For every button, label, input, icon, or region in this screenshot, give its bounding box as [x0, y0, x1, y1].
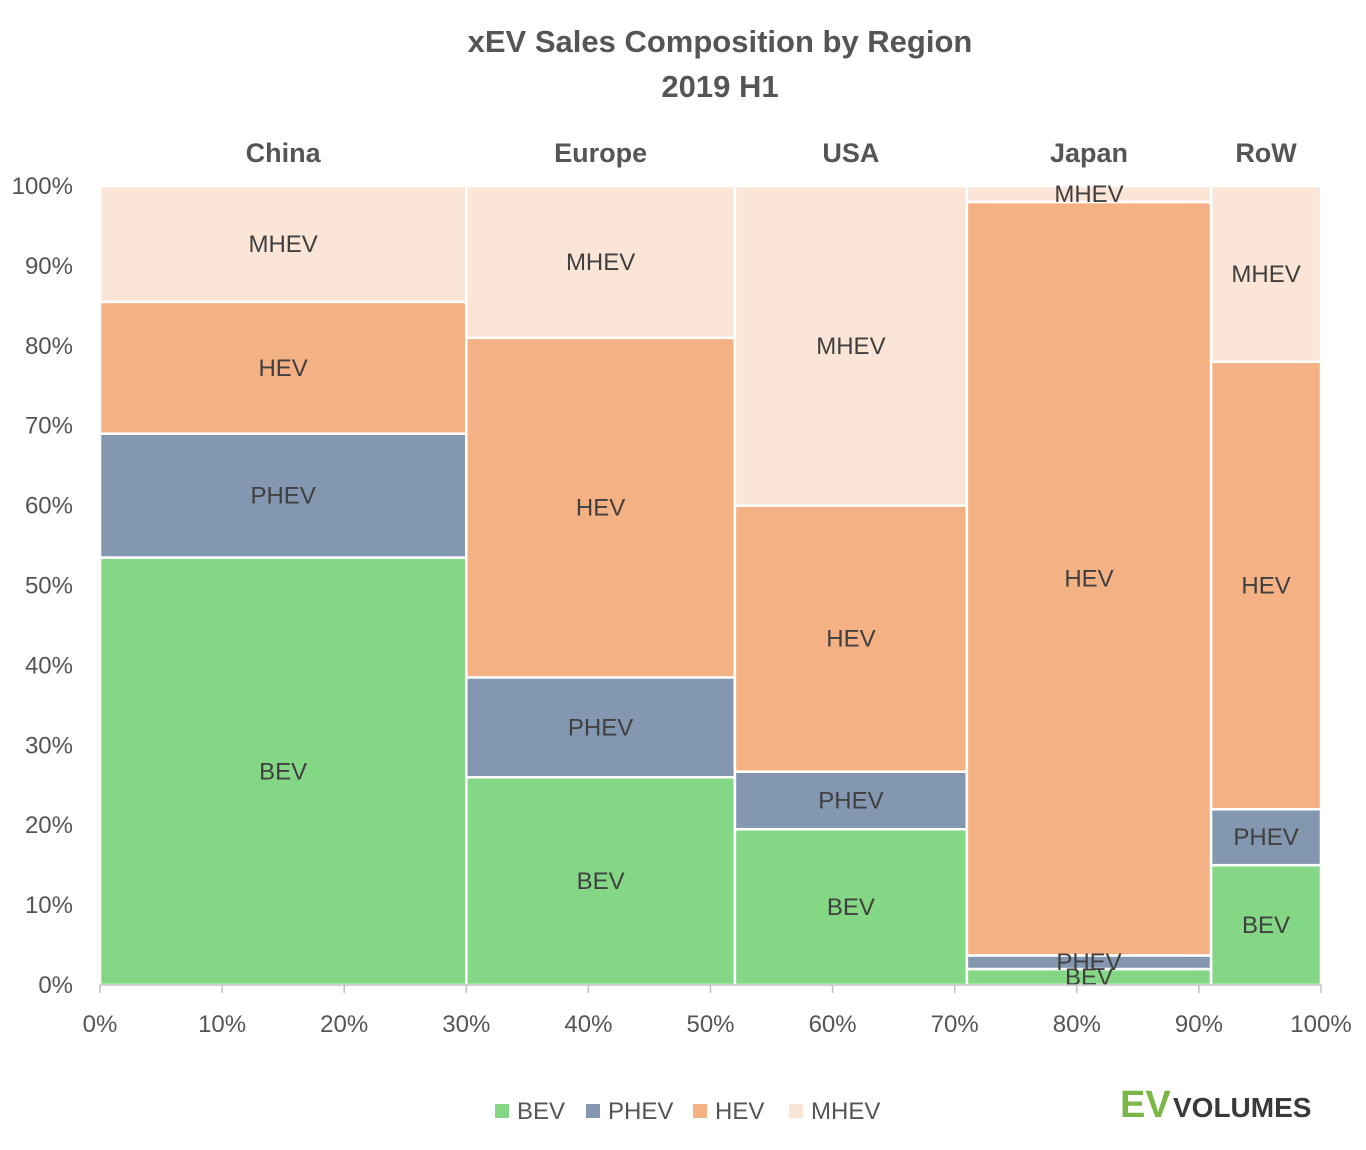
region-label-row: RoW	[1235, 138, 1297, 168]
segment-label-usa-mhev: MHEV	[816, 333, 885, 360]
region-label-europe: Europe	[554, 138, 647, 168]
x-tick-label: 30%	[442, 1011, 490, 1038]
segment-label-europe-mhev: MHEV	[566, 249, 635, 276]
x-tick-label: 50%	[686, 1011, 734, 1038]
region-column-europe: BEV PHEV HEV MHEV	[465, 184, 737, 987]
legend-item-mhev: MHEV	[789, 1098, 880, 1125]
x-tick-label: 40%	[564, 1011, 612, 1038]
y-tick-label: 50%	[25, 573, 73, 600]
segment-label-row-bev: BEV	[1242, 912, 1290, 939]
legend: BEV PHEV HEV MHEV	[495, 1098, 880, 1125]
legend-label-bev: BEV	[517, 1098, 565, 1125]
y-tick-label: 40%	[25, 652, 73, 679]
segment-label-china-mhev: MHEV	[248, 231, 317, 258]
x-tick-label: 70%	[931, 1011, 979, 1038]
logo-volumes-text: VOLUMES	[1173, 1092, 1311, 1123]
logo-ev-text: EV	[1120, 1084, 1171, 1126]
segment-europe-phev	[465, 676, 737, 779]
axes: 0% 10% 20% 30% 40% 50% 60% 70% 80% 90% 100% 0% 10% 20…	[12, 173, 1352, 1038]
y-tick-label: 0%	[38, 972, 73, 999]
x-tick-label: 10%	[198, 1011, 246, 1038]
segment-china-mhev	[98, 184, 468, 304]
segment-row-hev	[1209, 360, 1323, 811]
legend-item-hev: HEV	[693, 1098, 764, 1125]
segment-usa-phev	[733, 770, 969, 831]
x-tick-label: 20%	[320, 1011, 368, 1038]
y-tick-label: 100%	[12, 173, 73, 200]
y-tick-label: 10%	[25, 892, 73, 919]
segment-label-china-hev: HEV	[258, 355, 307, 382]
legend-swatch-bev	[495, 1104, 509, 1118]
y-tick-label: 30%	[25, 732, 73, 759]
legend-swatch-mhev	[789, 1104, 803, 1118]
segment-label-japan-hev: HEV	[1064, 566, 1113, 593]
plot-area: BEVPHEVHEVMHEVChinaBEVPHEVHEVMHEVEuropeB…	[98, 138, 1323, 991]
segment-label-usa-bev: BEV	[827, 894, 875, 921]
segment-label-usa-hev: HEV	[826, 626, 875, 653]
legend-label-hev: HEV	[715, 1098, 764, 1125]
x-tick-label: 0%	[83, 1011, 118, 1038]
segment-europe-bev	[465, 776, 737, 987]
y-tick-label: 60%	[25, 493, 73, 520]
segment-europe-mhev	[465, 184, 737, 340]
segment-japan-hev	[965, 200, 1213, 957]
segment-label-china-phev: PHEV	[250, 483, 315, 510]
region-column-row: BEV PHEV HEV MHEV	[1209, 184, 1323, 987]
segment-label-japan-bev: BEV	[1065, 964, 1113, 991]
segment-label-japan-mhev: MHEV	[1054, 181, 1123, 208]
region-label-usa: USA	[822, 138, 879, 168]
chart-title: xEV Sales Composition by Region	[468, 24, 973, 59]
region-label-japan: Japan	[1050, 138, 1128, 168]
legend-item-bev: BEV	[495, 1098, 565, 1125]
x-tick-label: 80%	[1053, 1011, 1101, 1038]
region-column-china: BEV PHEV HEV MHEV	[98, 184, 468, 987]
y-tick-label: 70%	[25, 413, 73, 440]
x-tick-label: 100%	[1290, 1011, 1351, 1038]
segment-label-row-phev: PHEV	[1233, 824, 1298, 851]
legend-swatch-phev	[586, 1104, 600, 1118]
y-tick-label: 80%	[25, 333, 73, 360]
x-tick-label: 60%	[809, 1011, 857, 1038]
region-label-china: China	[246, 138, 322, 168]
x-tick-label: 90%	[1175, 1011, 1223, 1038]
segment-label-usa-phev: PHEV	[818, 787, 883, 814]
segment-china-bev	[98, 556, 468, 987]
legend-swatch-hev	[693, 1104, 707, 1118]
legend-label-phev: PHEV	[608, 1098, 673, 1125]
legend-item-phev: PHEV	[586, 1098, 673, 1125]
ev-volumes-logo: EV VOLUMES	[1120, 1084, 1311, 1126]
region-column-usa: BEV PHEV HEV MHEV	[733, 184, 969, 987]
segment-row-mhev	[1209, 184, 1323, 364]
segment-label-china-bev: BEV	[259, 758, 307, 785]
y-tick-label: 20%	[25, 812, 73, 839]
segment-label-row-mhev: MHEV	[1231, 261, 1300, 288]
segment-label-japan-phev: PHEV	[1056, 949, 1121, 976]
segment-china-phev	[98, 432, 468, 559]
segment-row-phev	[1209, 807, 1323, 867]
segment-label-europe-hev: HEV	[576, 495, 625, 522]
segment-label-row-hev: HEV	[1241, 573, 1290, 600]
legend-label-mhev: MHEV	[811, 1098, 880, 1125]
segment-europe-hev	[465, 336, 737, 679]
y-tick-label: 90%	[25, 253, 73, 280]
segment-label-europe-phev: PHEV	[568, 714, 633, 741]
segment-label-europe-bev: BEV	[577, 868, 625, 895]
chart-subtitle: 2019 H1	[661, 69, 778, 104]
segment-usa-mhev	[733, 184, 969, 507]
